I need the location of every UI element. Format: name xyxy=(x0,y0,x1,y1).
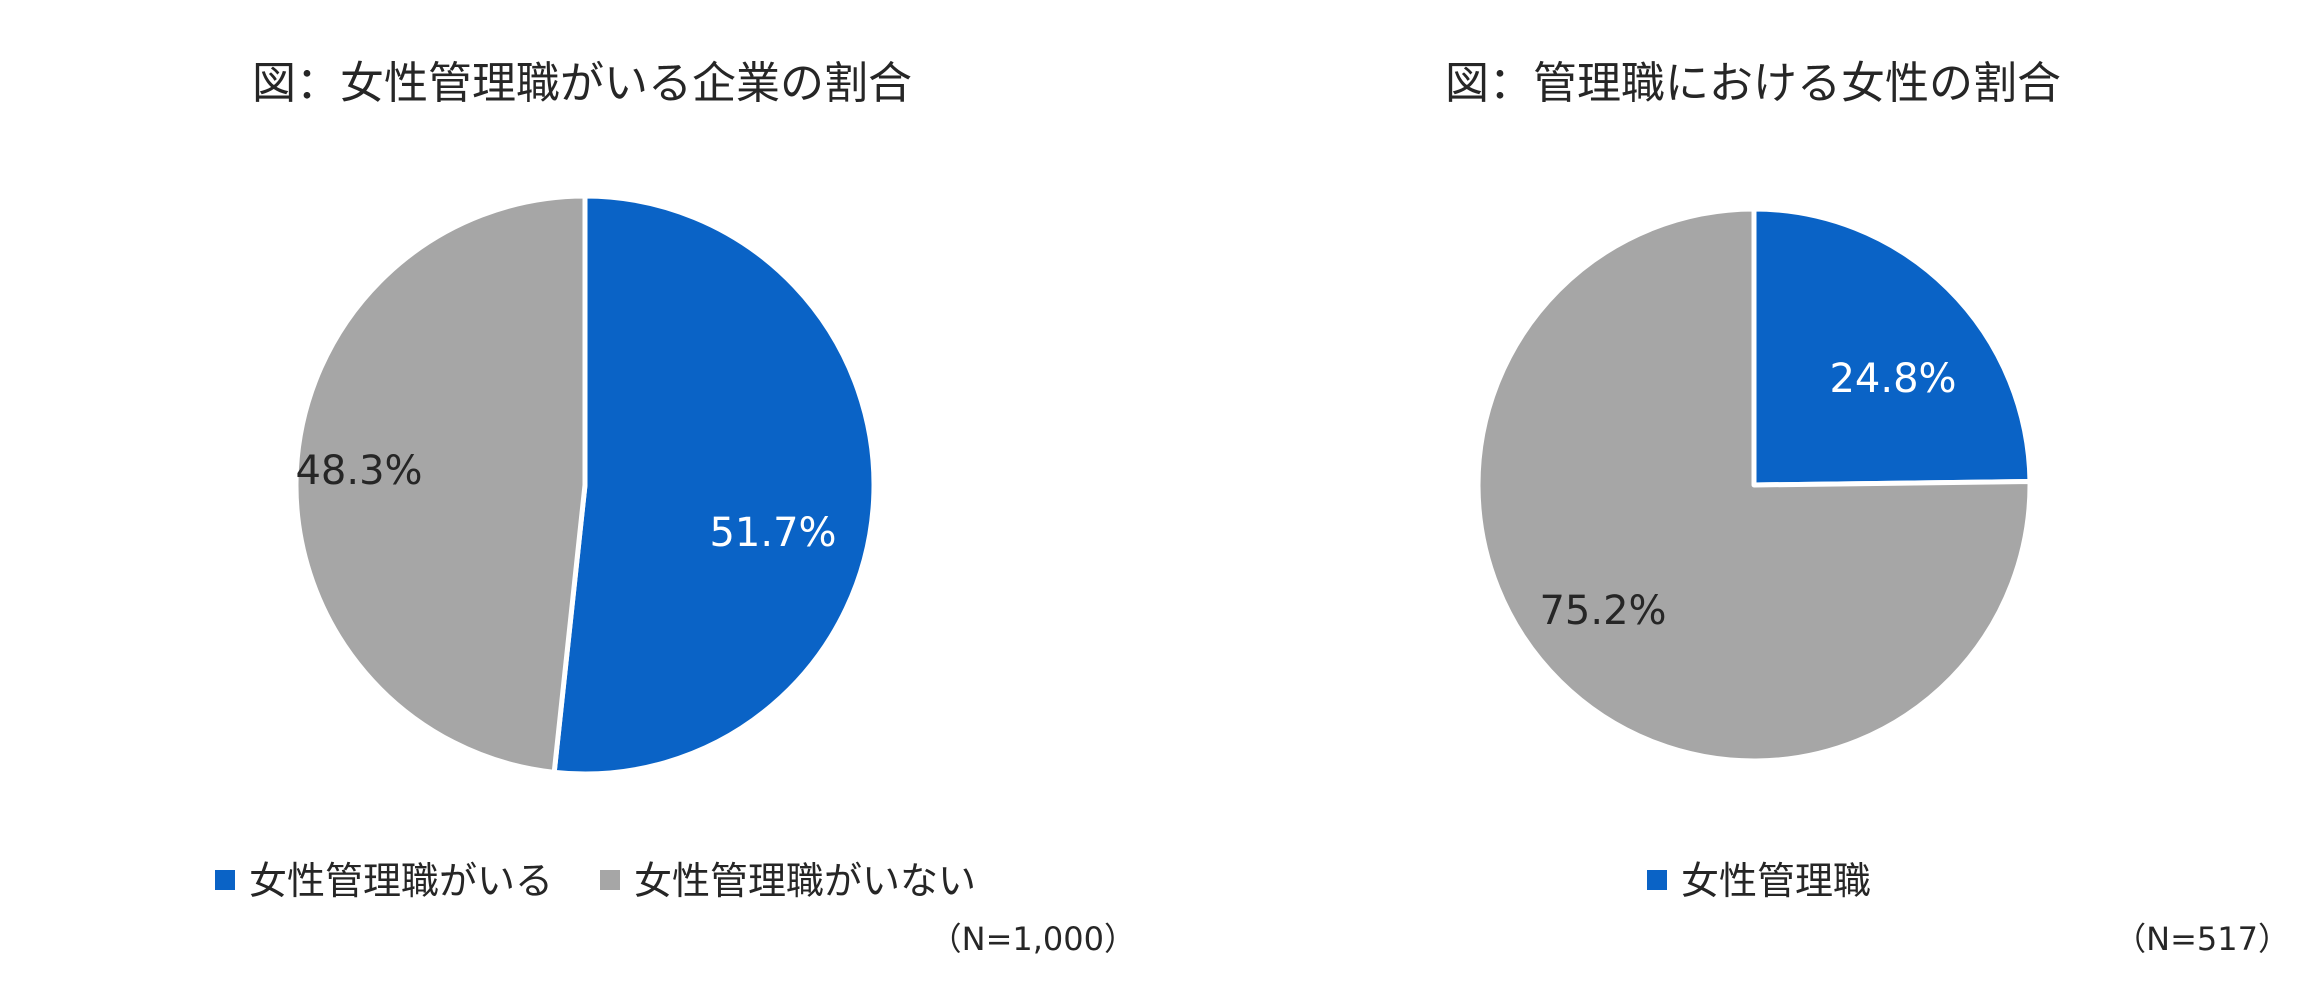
chart-1-legend-label-0: 女性管理職がいる xyxy=(249,859,553,903)
chart-1-title: 図：女性管理職がいる企業の割合 xyxy=(252,58,912,109)
chart-2-slice-0 xyxy=(1751,206,2033,488)
chart-2-legend: 女性管理職 xyxy=(1647,859,1871,903)
chart-2-title: 図：管理職における女性の割合 xyxy=(1445,58,2061,109)
chart-1-slice-0 xyxy=(551,193,877,777)
chart-2-slice-1 xyxy=(1475,206,2033,764)
chart-1-data-label-1: 48.3% xyxy=(295,448,422,494)
chart-2-legend-label-0: 女性管理職 xyxy=(1681,859,1871,903)
chart-2-data-label-1: 75.2% xyxy=(1539,588,1666,634)
chart-1-legend: 女性管理職がいる 女性管理職がいない xyxy=(215,859,976,903)
chart-2-legend-swatch-0 xyxy=(1647,870,1667,890)
chart-1: 図：女性管理職がいる企業の割合 51.7% 48.3% 女性管理職がいる 女性管… xyxy=(215,58,1136,958)
chart-2-sample-size-note: （N=517） xyxy=(2114,920,2290,958)
chart-2-data-label-0: 24.8% xyxy=(1829,356,1956,402)
chart-1-legend-label-1: 女性管理職がいない xyxy=(634,859,976,903)
chart-1-legend-swatch-1 xyxy=(600,870,620,890)
chart-1-pie xyxy=(293,193,877,777)
chart-1-data-label-0: 51.7% xyxy=(709,510,836,556)
chart-2: 図：管理職における女性の割合 24.8% 75.2% 女性管理職 （N=517） xyxy=(1445,58,2290,958)
chart-1-sample-size-note: （N=1,000） xyxy=(930,920,1136,958)
chart-1-legend-swatch-0 xyxy=(215,870,235,890)
chart-1-slice-1 xyxy=(293,193,588,775)
chart-2-pie xyxy=(1475,206,2033,764)
